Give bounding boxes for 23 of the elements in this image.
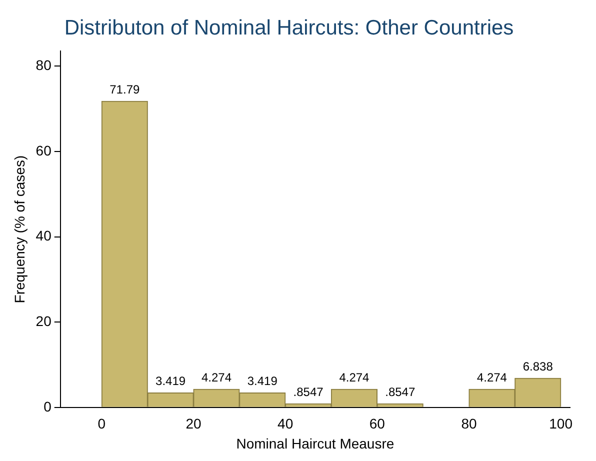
y-tick-label: 60	[36, 142, 52, 158]
x-tick-label: 100	[549, 416, 573, 432]
x-tick-label: 40	[278, 416, 294, 432]
data-label: 4.274	[201, 370, 232, 384]
x-tick-label: 60	[369, 416, 386, 432]
data-label: 4.274	[476, 370, 508, 384]
data-label: 3.419	[247, 374, 278, 388]
data-label: 6.838	[522, 360, 554, 374]
x-tick-label: 0	[98, 416, 106, 432]
data-label: .8547	[293, 385, 324, 400]
x-tick-label: 20	[186, 416, 202, 432]
y-tick-label: 40	[36, 228, 52, 244]
y-tick-label: 80	[36, 56, 52, 73]
y-axis-title: Frequency (% of cases)	[11, 155, 28, 304]
y-tick-label: 0	[44, 398, 52, 414]
data-label: 3.419	[156, 374, 186, 388]
data-label: 4.274	[339, 370, 370, 384]
chart-title: Distributon of Nominal Haircuts: Other Countries	[64, 16, 514, 40]
x-axis-title: Nominal Haircut Meausre	[236, 435, 394, 452]
x-tick-label: 80	[461, 416, 477, 432]
y-tick-label: 20	[36, 312, 52, 329]
data-label: .8547	[385, 385, 416, 400]
data-label: 71.79	[110, 82, 140, 96]
